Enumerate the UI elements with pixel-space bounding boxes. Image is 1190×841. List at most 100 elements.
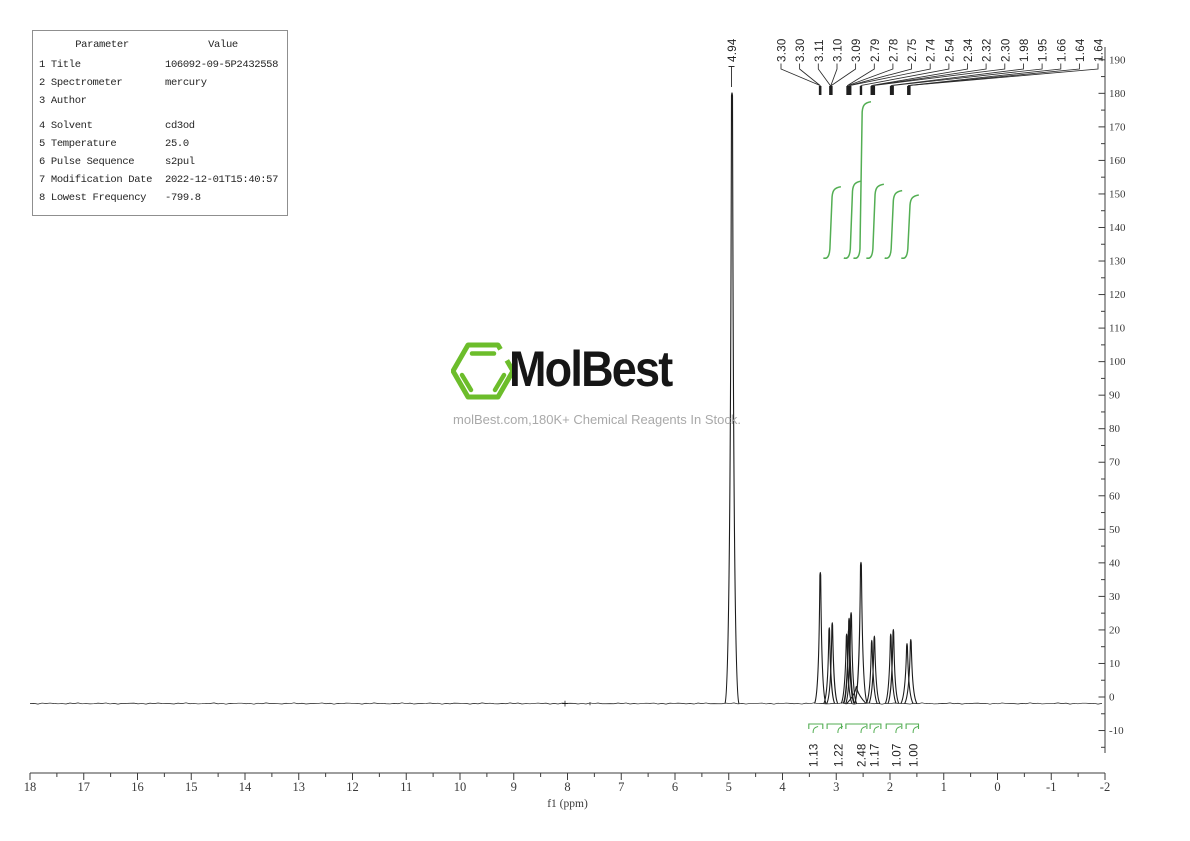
nmr-peak — [904, 638, 918, 704]
integral-value-label: 1.07 — [891, 743, 903, 767]
chemical-shift-label: 2.54 — [944, 38, 956, 62]
x-axis-tick-label: 4 — [779, 780, 786, 794]
integral-curve — [901, 194, 919, 260]
nmr-peak — [868, 635, 881, 704]
y-axis-tick-label: 180 — [1109, 88, 1126, 100]
parameter-label: 3 Author — [39, 95, 87, 107]
x-axis-tick-label: 7 — [618, 780, 624, 794]
chemical-shift-label: 1.66 — [1056, 38, 1068, 62]
chemical-shift-label: 2.30 — [1000, 38, 1012, 62]
parameter-row: 3 Author — [39, 92, 281, 110]
y-axis-tick-label: 70 — [1109, 457, 1121, 469]
chemical-shift-label: 2.75 — [907, 38, 919, 62]
parameter-value: 25.0 — [165, 138, 189, 150]
x-axis: 18 17 16 15 14 13 12 11 10 9 8 7 6 5 4 3 2 1 0 -1 -2f1 (ppm) — [24, 772, 1110, 810]
molbest-hexagon-icon — [451, 342, 516, 400]
y-axis-tick-label: 190 — [1109, 54, 1126, 66]
chemical-shift-label: 2.78 — [888, 38, 900, 62]
parameter-row: 1 Title 106092-09-5P2432558 — [39, 56, 281, 74]
nmr-peak — [854, 561, 868, 704]
parameter-value: s2pul — [165, 156, 195, 168]
peaks-trace — [724, 92, 918, 704]
chemical-shift-label: 3.30 — [777, 38, 789, 62]
y-axis-tick-label: 90 — [1109, 390, 1121, 402]
parameter-row: 8 Lowest Frequency -799.8 — [39, 189, 281, 207]
nmr-peak — [845, 612, 858, 704]
chemical-shift-label: 3.09 — [851, 38, 863, 62]
y-axis-tick-label: 100 — [1109, 356, 1126, 368]
x-axis-tick-label: 15 — [185, 780, 198, 794]
x-axis-tick-label: 1 — [941, 780, 947, 794]
y-axis-tick-label: 80 — [1109, 423, 1121, 435]
chemical-shift-label: 3.30 — [795, 38, 807, 62]
parameter-value: 2022-12-01T15:40:57 — [165, 174, 279, 186]
integral-value-label: 2.48 — [857, 743, 869, 767]
y-axis-tick-label: 20 — [1109, 624, 1121, 636]
parameter-value — [165, 92, 281, 110]
parameter-table-body: 1 Title 106092-09-5P2432558 2 Spectrometer… — [39, 56, 281, 207]
integral-curve — [884, 189, 903, 260]
integral-curves — [823, 101, 919, 260]
parameter-row: 7 Modification Date 2022-12-01T15:40:57 — [39, 171, 281, 189]
chemical-shift-label: 2.32 — [982, 38, 994, 62]
chemical-shift-label: 3.11 — [814, 39, 826, 62]
parameter-header-value: Value — [208, 39, 238, 51]
chemical-shift-label: 1.64 — [1075, 38, 1087, 62]
x-axis-tick-label: 2 — [887, 780, 893, 794]
integral-curve — [823, 186, 842, 260]
integral-curve — [853, 101, 872, 260]
nmr-peak — [884, 633, 897, 704]
parameter-label: 1 Title — [39, 59, 81, 71]
y-axis: 1901801701601501401301201101009080706050… — [1098, 47, 1126, 753]
x-axis-tick-label: 14 — [239, 780, 252, 794]
parameter-value: 106092-09-5P2432558 — [165, 59, 279, 71]
nmr-peak — [823, 627, 836, 704]
y-axis-tick-label: 110 — [1109, 323, 1126, 335]
x-axis-tick-label: 18 — [24, 780, 37, 794]
parameter-label: 6 Pulse Sequence — [39, 156, 135, 168]
x-axis-tick-label: 16 — [131, 780, 144, 794]
nmr-peak — [724, 92, 740, 704]
y-axis-tick-label: 40 — [1109, 557, 1121, 569]
chemical-shift-label: 2.74 — [926, 38, 938, 62]
y-axis-tick-label: 160 — [1109, 155, 1126, 167]
parameter-header-label: Parameter — [75, 39, 129, 51]
parameter-row: 5 Temperature 25.0 — [39, 135, 281, 153]
x-axis-tick-label: 3 — [833, 780, 839, 794]
chemical-shift-label: 1.64 — [1094, 38, 1106, 62]
integral-brackets — [808, 723, 920, 734]
baseline-trace — [29, 700, 1103, 707]
y-axis-tick-label: 150 — [1109, 188, 1126, 200]
x-axis-tick-label: -1 — [1046, 780, 1056, 794]
x-axis-tick-label: -2 — [1100, 780, 1110, 794]
y-axis-tick-label: -10 — [1109, 725, 1124, 737]
parameter-label: 2 Spectrometer — [39, 77, 123, 89]
integral-curve — [843, 180, 862, 260]
parameter-row: 6 Pulse Sequence s2pul — [39, 153, 281, 171]
nmr-peak — [826, 622, 839, 704]
x-axis-tick-label: 12 — [346, 780, 359, 794]
integral-curve — [866, 183, 885, 260]
y-axis-tick-label: 50 — [1109, 524, 1121, 536]
parameter-table-header: Parameter Value — [39, 36, 281, 54]
parameter-value: mercury — [165, 77, 207, 89]
integral-value-labels: 1.13 1.22 2.48 1.17 1.07 1.00 — [809, 743, 921, 767]
parameter-label: 8 Lowest Frequency — [39, 192, 147, 204]
x-axis-tick-label: 5 — [726, 780, 732, 794]
x-axis-tick-label: 10 — [454, 780, 467, 794]
chemical-shift-label: 1.95 — [1038, 38, 1050, 62]
integral-value-label: 1.17 — [869, 743, 881, 767]
x-axis-tick-label: 17 — [78, 780, 91, 794]
chemical-shift-label: 3.10 — [833, 38, 845, 62]
peak-label-connectors — [728, 63, 1099, 95]
chemical-shift-label: 2.79 — [870, 38, 882, 62]
parameter-label: 4 Solvent — [39, 120, 93, 132]
chemical-shift-label: 4.94 — [727, 38, 739, 62]
molbest-logo-text: MolBest — [509, 341, 673, 397]
chemical-shift-label: 2.34 — [963, 38, 975, 62]
parameter-label: 7 Modification Date — [39, 174, 153, 186]
nmr-peak — [846, 685, 867, 704]
x-axis-tick-label: 0 — [994, 780, 1000, 794]
integral-value-label: 1.22 — [833, 743, 845, 767]
